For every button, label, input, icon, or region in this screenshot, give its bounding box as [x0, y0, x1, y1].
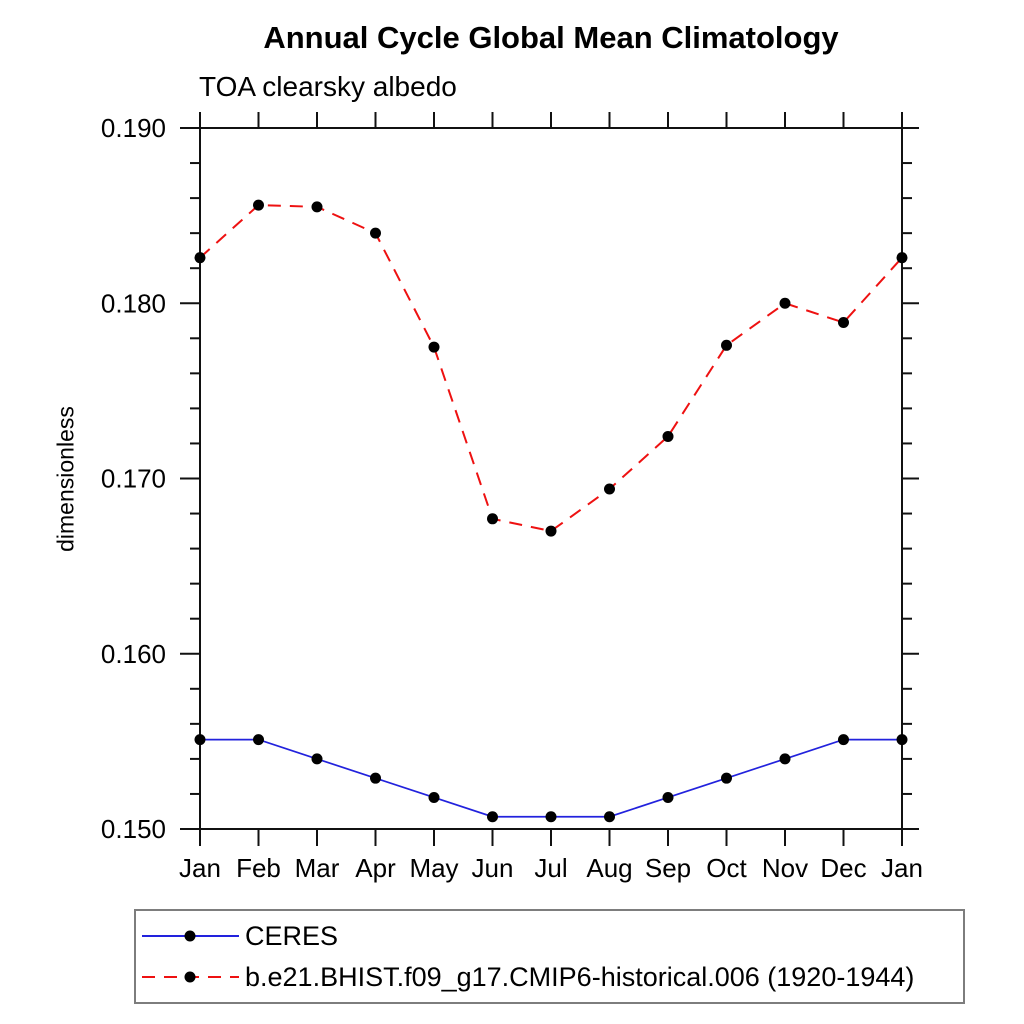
y-tick-label: 0.170 — [101, 464, 166, 494]
x-tick-label: Mar — [295, 853, 340, 883]
legend-line-sample-ceres — [142, 930, 239, 942]
x-tick-label: Aug — [586, 853, 632, 883]
data-point-marker — [545, 525, 557, 537]
data-point-marker — [662, 430, 674, 442]
x-tick-label: Nov — [762, 853, 808, 883]
plot-frame — [199, 127, 903, 830]
data-point-marker — [311, 753, 323, 765]
data-point-marker — [487, 811, 498, 823]
y-tick-label: 0.180 — [101, 288, 166, 318]
series-line-1 — [199, 204, 903, 533]
x-tick-label: Jul — [534, 853, 567, 883]
data-point-marker — [253, 734, 264, 746]
x-tick-label: Sep — [645, 853, 691, 883]
legend-marker-dot — [184, 930, 196, 942]
legend-item-ceres: CERES — [142, 920, 338, 952]
data-point-marker — [253, 199, 264, 211]
legend: CERES b.e21.BHIST.f09_g17.CMIP6-historic… — [134, 909, 965, 1004]
legend-label-ceres: CERES — [245, 920, 339, 951]
legend-line-sample-model — [142, 971, 239, 983]
data-point-marker — [194, 734, 206, 746]
data-point-marker — [662, 791, 674, 803]
data-point-marker — [779, 297, 791, 309]
data-point-marker — [194, 252, 206, 264]
data-point-marker — [779, 753, 791, 765]
x-tick-label: May — [409, 853, 458, 883]
chart-title: Annual Cycle Global Mean Climatology — [263, 20, 839, 55]
x-tick-label: Jun — [472, 853, 514, 883]
data-point-marker — [838, 734, 849, 746]
data-point-marker — [370, 227, 381, 239]
data-point-marker — [721, 339, 732, 351]
x-tick-label: Feb — [236, 853, 281, 883]
x-tick-label: Apr — [355, 853, 396, 883]
data-point-marker — [896, 252, 908, 264]
y-tick-label: 0.150 — [101, 814, 166, 844]
chart-subtitle: TOA clearsky albedo — [199, 71, 457, 102]
data-point-marker — [545, 811, 557, 823]
x-tick-label: Jan — [179, 853, 221, 883]
data-point-marker — [428, 341, 440, 353]
legend-label-model: b.e21.BHIST.f09_g17.CMIP6-historical.006… — [245, 961, 915, 992]
x-tick-label: Oct — [706, 853, 747, 883]
x-tick-label: Jan — [881, 853, 923, 883]
data-point-marker — [604, 483, 615, 495]
series-line-0 — [200, 738, 902, 818]
data-point-marker — [428, 791, 440, 803]
data-point-marker — [370, 772, 381, 784]
data-point-marker — [487, 513, 498, 525]
data-point-marker — [311, 201, 323, 213]
data-point-marker — [896, 734, 908, 746]
data-point-marker — [838, 317, 849, 329]
y-tick-label: 0.160 — [101, 639, 166, 669]
legend-item-model: b.e21.BHIST.f09_g17.CMIP6-historical.006… — [142, 961, 914, 993]
y-tick-label: 0.190 — [101, 113, 166, 143]
legend-marker-dot — [184, 971, 196, 983]
data-point-marker — [721, 772, 732, 784]
x-tick-label: Dec — [820, 853, 866, 883]
data-point-marker — [604, 811, 615, 823]
